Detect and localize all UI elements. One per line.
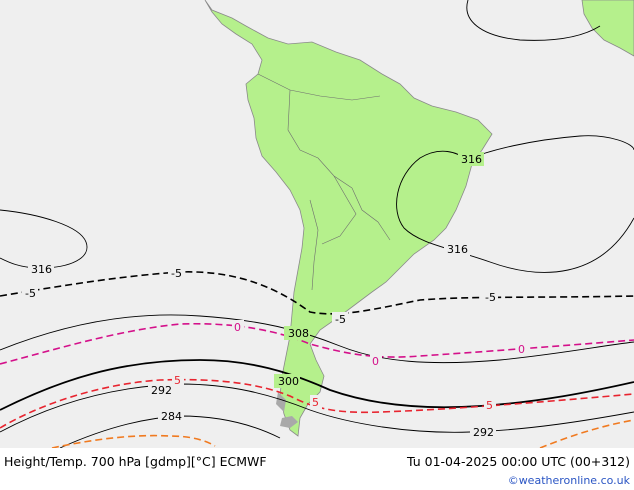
label-300: 300 (278, 375, 299, 388)
label-0-c: 0 (518, 343, 525, 356)
country-borders (257, 73, 391, 291)
contour-308 (0, 314, 634, 364)
falkland-islands (280, 416, 298, 428)
label-neg5-c: -5 (335, 313, 346, 326)
temp-pos5 (0, 378, 634, 429)
contour-292 (0, 383, 634, 433)
label-5-c: 5 (486, 399, 493, 412)
label-neg5-a: -5 (25, 287, 36, 300)
map-title: Height/Temp. 700 hPa [gdmp][°C] ECMWF (4, 454, 267, 469)
label-292-a: 292 (151, 384, 172, 397)
label-284: 284 (161, 410, 182, 423)
africa-land (581, 0, 634, 57)
tierra-del-fuego-islands (276, 392, 286, 412)
label-308: 308 (288, 327, 309, 340)
label-0-b: 0 (372, 355, 379, 368)
label-316-a: 316 (461, 153, 482, 166)
label-316-b: 316 (447, 243, 468, 256)
credit-link[interactable]: ©weatheronline.co.uk (507, 474, 630, 487)
contour-300 (0, 359, 634, 411)
valid-time: Tu 01-04-2025 00:00 UTC (00+312) (407, 454, 630, 469)
contour-316-top (466, 0, 601, 41)
label-5-b: 5 (312, 396, 319, 409)
contour-316-left (0, 209, 88, 269)
weather-map: 316 316 316 308 300 292 292 284 -5 -5 -5… (0, 0, 634, 448)
label-292-b: 292 (473, 426, 494, 439)
map-footer: Height/Temp. 700 hPa [gdmp][°C] ECMWF Tu… (0, 448, 634, 490)
height-contours (0, 0, 634, 448)
south-america-land (204, 0, 493, 437)
label-0-a: 0 (234, 321, 241, 334)
map-canvas: 316 316 316 308 300 292 292 284 -5 -5 -5… (0, 0, 634, 448)
label-316-c: 316 (31, 263, 52, 276)
temp-0 (0, 322, 634, 365)
label-neg5-b: -5 (171, 267, 182, 280)
temp-pos10-left (51, 434, 216, 448)
contour-316-right (396, 135, 634, 273)
label-neg5-d: -5 (485, 291, 496, 304)
temp-pos10-right (539, 419, 634, 448)
label-5-a: 5 (174, 374, 181, 387)
contour-labels: 316 316 316 308 300 292 292 284 -5 -5 -5… (22, 152, 528, 439)
